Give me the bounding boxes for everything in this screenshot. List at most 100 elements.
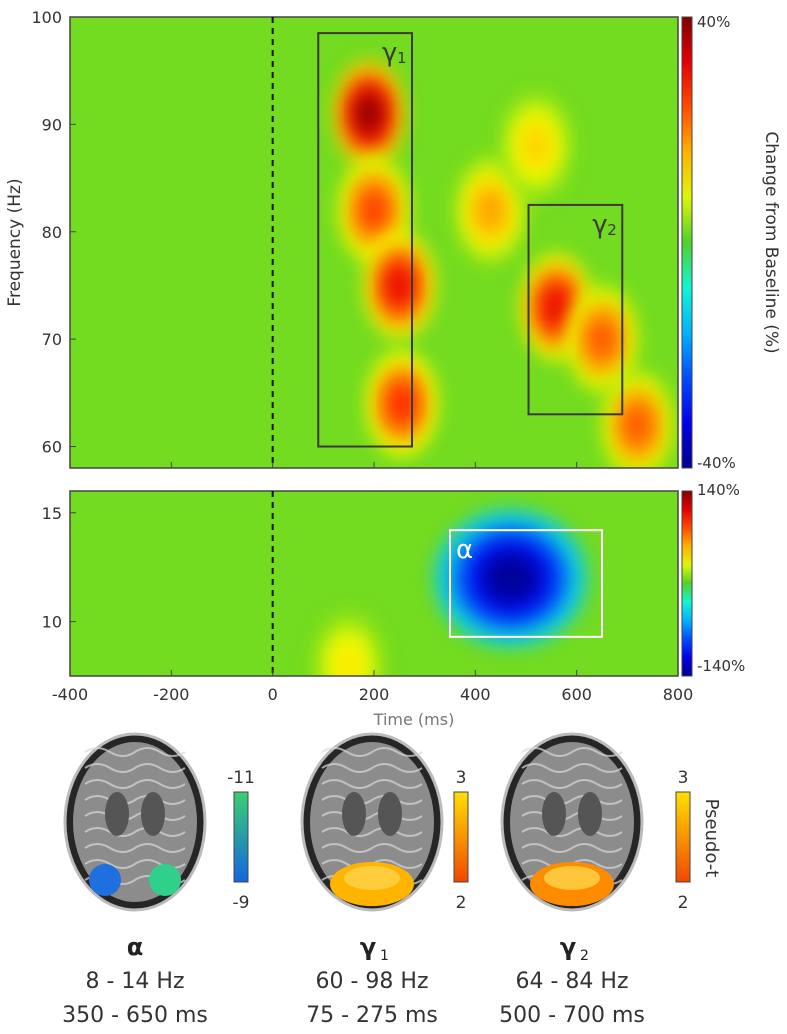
brain-time-2: 500 - 700 ms (499, 1003, 645, 1028)
brain-ventricle-left-0 (105, 792, 129, 836)
brain-gyrus-1-6 (321, 843, 423, 853)
brain-scale-top-2: 3 (678, 768, 689, 788)
brain-name-2: γ (560, 933, 576, 961)
roi-box-gamma-0 (317, 32, 413, 448)
x-tick-label-4: 400 (460, 685, 491, 704)
brain-gyrus-2-3 (521, 795, 623, 805)
colorbar-alpha-max: 140% (697, 481, 740, 499)
roi-label-gamma-0: γ (382, 38, 397, 68)
brain-gyrus-2-6 (521, 843, 623, 853)
brain-time-1: 75 - 275 ms (306, 1003, 438, 1028)
brain-freq-1: 60 - 98 Hz (316, 969, 429, 994)
y-tick-label-gamma-1: 70 (42, 330, 62, 349)
brain-scale-0 (233, 791, 249, 883)
brain-gyrus-1-3 (321, 795, 423, 805)
heatmap-blob-gamma-2 (386, 266, 412, 305)
brain-gyrus-2-0 (521, 747, 623, 757)
y-tick-label-alpha-1: 15 (42, 504, 62, 523)
colorbar-gamma-max: 40% (697, 13, 730, 31)
heatmap-blob-gamma-5 (543, 288, 570, 326)
x-tick-label-3: 200 (359, 685, 390, 704)
brain-ventricle-right-1 (378, 792, 402, 836)
heatmap-blob-gamma-6 (589, 320, 615, 359)
colorbar-gamma-min: -40% (697, 454, 736, 472)
y-axis-label: Frequency (Hz) (5, 178, 25, 306)
brain-blob-core-2 (544, 866, 600, 890)
y-tick-label-gamma-4: 100 (31, 8, 62, 27)
roi-box-alpha-0 (449, 529, 603, 638)
brain-gyrus-0-2 (84, 779, 186, 789)
brain-gyrus-0-1 (84, 763, 186, 773)
brain-gyrus-0-6 (84, 843, 186, 853)
brain-name-0: α (127, 933, 144, 961)
brain-ventricle-right-0 (141, 792, 165, 836)
brain-blob-core-1 (344, 866, 400, 890)
brain-gyrus-0-4 (84, 811, 186, 821)
brain-scale-bottom-0: -9 (233, 893, 250, 913)
x-tick-label-1: -200 (153, 685, 189, 704)
roi-sub-gamma-0: 1 (397, 49, 407, 67)
brain-time-0: 350 - 650 ms (62, 1003, 208, 1028)
brain-gyrus-2-1 (521, 763, 623, 773)
y-tick-label-gamma-3: 90 (42, 115, 62, 134)
brain-scale-2 (675, 791, 691, 883)
brain-blob-right-0 (149, 864, 181, 896)
heatmap-blob-gamma-4 (477, 191, 504, 230)
brain-ventricle-left-1 (342, 792, 366, 836)
brain-gyrus-0-0 (84, 747, 186, 757)
colorbar-alpha-min: -140% (697, 657, 745, 675)
roi-label-alpha-0: α (456, 535, 473, 565)
brain-gyrus-0-5 (84, 827, 186, 837)
brain-ventricle-right-2 (578, 792, 602, 836)
heatmap-blob-gamma-3 (389, 384, 415, 423)
brain-scale-1 (453, 791, 469, 883)
heatmap-blob-gamma-7 (624, 406, 651, 444)
x-tick-label-2: 0 (268, 685, 278, 704)
colorbar-alpha (681, 490, 693, 677)
brain-gyrus-2-5 (521, 827, 623, 837)
brain-gyrus-1-5 (321, 827, 423, 837)
roi-sub-gamma-1: 2 (607, 221, 617, 239)
brain-gyrus-1-1 (321, 763, 423, 773)
heatmap-cells-gamma (333, 59, 674, 468)
y-tick-label-gamma-0: 60 (42, 438, 62, 457)
colorbar-gamma (681, 16, 693, 469)
heatmap-cells-alpha (312, 509, 588, 676)
heatmap-blob-gamma-0 (356, 94, 382, 133)
brain-gyrus-0-3 (84, 795, 186, 805)
brain-name-sub-2: 2 (580, 948, 589, 964)
brain-panel-2 (500, 732, 644, 912)
brain-gyrus-1-0 (321, 747, 423, 757)
brain-scale-top-1: 3 (456, 768, 467, 788)
heatmap-blob-alpha-1 (336, 646, 362, 676)
brain-panel-0 (63, 732, 207, 912)
brain-ventricle-left-2 (542, 792, 566, 836)
heatmap-blob-gamma-8 (523, 126, 549, 165)
brain-name-sub-1: 1 (380, 948, 389, 964)
brain-blob-left-0 (89, 864, 121, 896)
brain-panel-1 (300, 732, 444, 912)
brain-gyrus-2-4 (521, 811, 623, 821)
x-tick-label-0: -400 (52, 685, 88, 704)
x-tick-label-6: 800 (663, 685, 694, 704)
brain-freq-0: 8 - 14 Hz (86, 969, 185, 994)
brain-gyrus-2-2 (521, 779, 623, 789)
brain-gyrus-1-2 (321, 779, 423, 789)
pseudo-t-label: Pseudo-t (701, 799, 722, 878)
roi-label-gamma-1: γ (592, 210, 607, 240)
roi-box-gamma-1 (527, 203, 624, 416)
brain-freq-2: 64 - 84 Hz (516, 969, 629, 994)
brain-gyrus-1-4 (321, 811, 423, 821)
x-axis-label: Time (ms) (373, 710, 455, 729)
heatmap-blob-alpha-0 (483, 553, 538, 603)
y-tick-label-gamma-2: 80 (42, 223, 62, 242)
brain-scale-bottom-1: 2 (456, 893, 467, 913)
heatmap-blob-gamma-1 (361, 191, 387, 230)
brain-name-1: γ (360, 933, 376, 961)
brain-scale-top-0: -11 (227, 768, 255, 788)
brain-scale-bottom-2: 2 (678, 893, 689, 913)
x-tick-label-5: 600 (561, 685, 592, 704)
y-tick-label-alpha-0: 10 (42, 613, 62, 632)
